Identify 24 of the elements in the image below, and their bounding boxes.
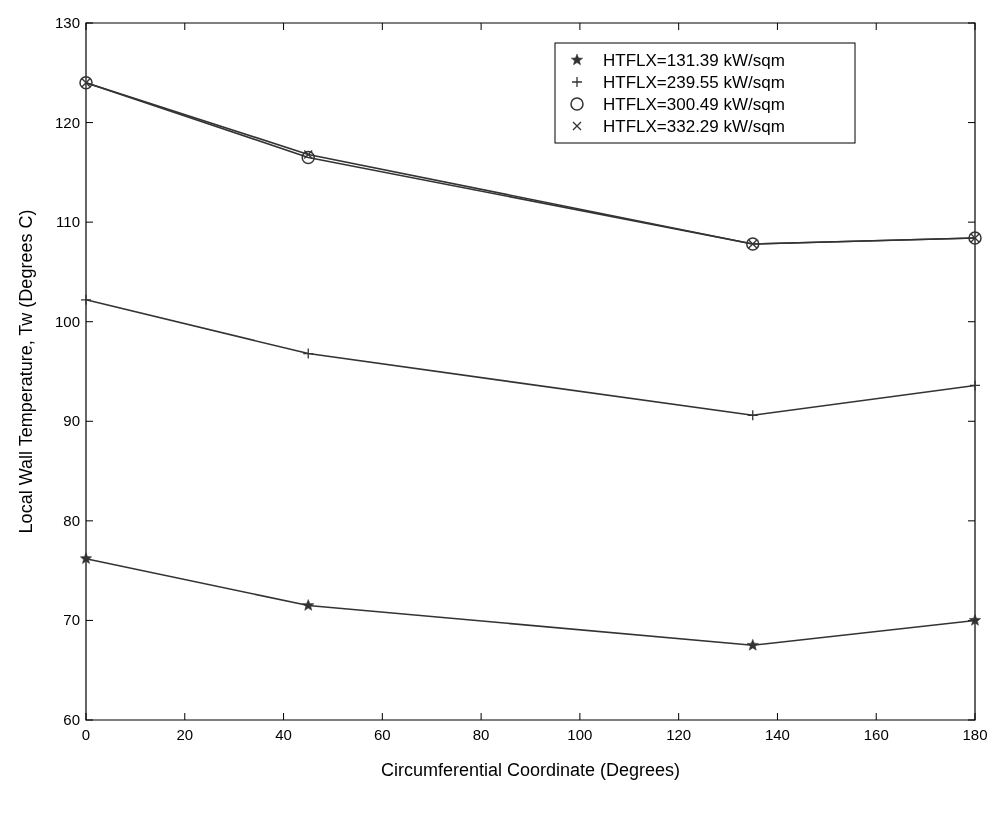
y-tick-label: 60: [63, 711, 80, 728]
x-tick-label: 180: [962, 726, 988, 743]
y-tick-label: 130: [54, 14, 80, 31]
y-tick-label: 110: [56, 213, 80, 231]
x-tick-label: 140: [764, 726, 790, 743]
x-tick-label: 120: [666, 726, 692, 743]
y-tick-label: 70: [63, 611, 80, 629]
x-tick-label: 60: [373, 726, 391, 743]
y-tick-label: 90: [63, 412, 80, 430]
y-axis-title: Local Wall Temperature, Tw (Degrees C): [16, 209, 36, 534]
x-tick-label: 0: [81, 726, 91, 743]
x-tick-label: 40: [275, 726, 292, 743]
legend-label: HTFLX=239.55 kW/sqm: [603, 73, 785, 92]
legend-label: HTFLX=131.39 kW/sqm: [603, 51, 785, 70]
x-tick-label: 160: [863, 726, 889, 743]
y-tick-label: 100: [54, 312, 80, 330]
y-tick-label: 80: [63, 511, 80, 529]
x-tick-label: 100: [567, 726, 593, 743]
legend-label: HTFLX=300.49 kW/sqm: [603, 95, 785, 114]
y-tick-label: 120: [54, 113, 80, 131]
x-tick-label: 80: [472, 726, 490, 743]
x-axis-title: Circumferential Coordinate (Degrees): [380, 760, 681, 780]
x-tick-label: 20: [176, 726, 194, 743]
legend-label: HTFLX=332.29 kW/sqm: [603, 117, 785, 136]
